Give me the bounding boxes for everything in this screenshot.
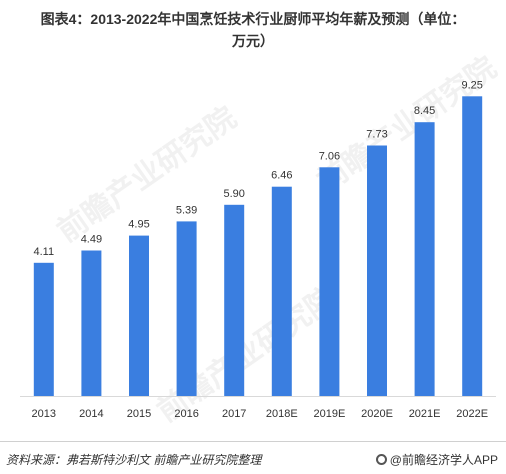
bar-chart: 4.11 4.49 4.95 5.39 5.90 6.46 7.06 7.73 8.45 9.25… bbox=[20, 79, 496, 420]
footer: 资料来源：弗若斯特沙利文 前瞻产业研究院整理 @前瞻经济学人APP bbox=[0, 441, 506, 474]
x-tick-label-2019E: 2019E bbox=[313, 408, 345, 420]
bar-2022E bbox=[462, 96, 483, 397]
bar-2021E bbox=[414, 122, 435, 396]
value-label-2022E: 9.25 bbox=[461, 79, 482, 91]
brand-credit: @前瞻经济学人APP bbox=[375, 451, 498, 468]
value-label-2021E: 8.45 bbox=[414, 105, 435, 117]
value-label-2015: 4.95 bbox=[128, 219, 149, 231]
value-label-2016: 5.39 bbox=[176, 204, 197, 216]
bar-2020E bbox=[367, 145, 387, 396]
x-tick-label-2021E: 2021E bbox=[409, 408, 441, 420]
bar-2015 bbox=[129, 235, 149, 396]
value-label-2017: 5.90 bbox=[223, 188, 244, 200]
value-label-2019E: 7.06 bbox=[319, 150, 340, 162]
brand-logo-icon bbox=[375, 454, 387, 465]
x-axis-tick-labels: 2013 2014 2015 2016 2017 2018E 2019E 2020E 2021E… bbox=[32, 408, 489, 420]
bar-series bbox=[33, 96, 483, 397]
value-label-2014: 4.49 bbox=[81, 234, 102, 246]
x-tick-label-2018E: 2018E bbox=[266, 408, 298, 420]
chart-title-line-2: 万元） bbox=[232, 33, 274, 49]
bar-2019E bbox=[319, 167, 340, 396]
value-labels: 4.11 4.49 4.95 5.39 5.90 6.46 7.06 7.73 8.45 9.25 bbox=[34, 79, 483, 257]
value-label-2018E: 6.46 bbox=[271, 170, 292, 182]
source-note: 资料来源：弗若斯特沙利文 前瞻产业研究院整理 bbox=[6, 453, 262, 467]
bar-2016 bbox=[176, 221, 197, 396]
value-label-2013: 4.11 bbox=[34, 246, 55, 258]
brand-credit-text: @前瞻经济学人APP bbox=[389, 453, 498, 467]
value-label-2020E: 7.73 bbox=[366, 129, 387, 141]
bar-2014 bbox=[81, 250, 102, 396]
x-tick-label-2015: 2015 bbox=[127, 408, 151, 420]
bar-2018E bbox=[271, 186, 292, 396]
chart-title-line-1: 图表4：2013-2022年中国烹饪技术行业厨师平均年薪及预测（单位： bbox=[40, 11, 466, 27]
x-tick-label-2016: 2016 bbox=[174, 408, 198, 420]
x-tick-label-2020E: 2020E bbox=[361, 408, 393, 420]
bar-2013 bbox=[33, 262, 54, 396]
x-tick-label-2013: 2013 bbox=[32, 408, 56, 420]
chart-title: 图表4：2013-2022年中国烹饪技术行业厨师平均年薪及预测（单位： 万元） bbox=[0, 8, 506, 52]
x-tick-label-2014: 2014 bbox=[79, 408, 103, 420]
x-tick-label-2022E: 2022E bbox=[456, 408, 488, 420]
x-tick-label-2017: 2017 bbox=[222, 408, 246, 420]
bar-2017 bbox=[224, 204, 245, 396]
